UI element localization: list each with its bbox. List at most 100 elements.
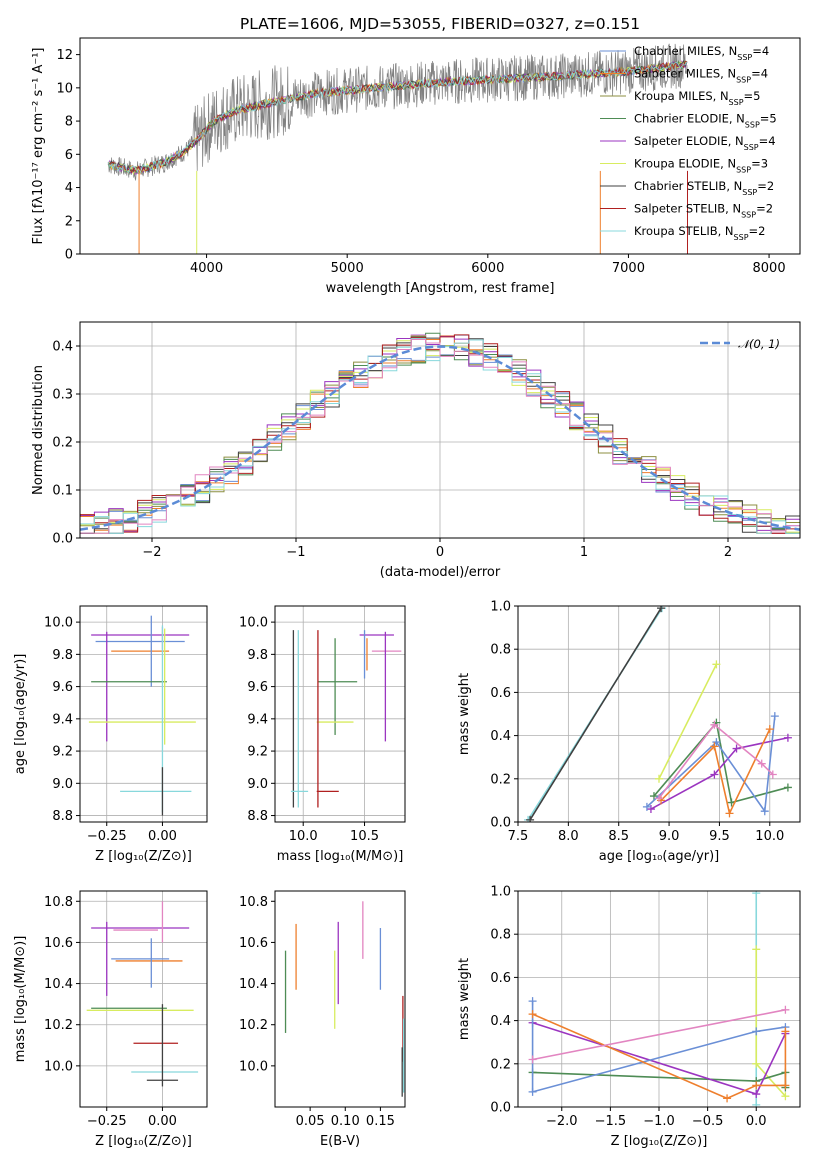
panel-ebv-mass: 0.05 0.10 0.15 10.0 10.2 10.4 10.6 10.8 E(B-V) [239,890,406,1149]
y-tick-label: 0.8 [490,643,511,658]
x-tick-label: 9.5 [709,829,730,844]
x-tick-label: 4000 [190,261,223,276]
x-tick-label: 0.0 [746,1114,767,1129]
data-point [757,759,766,768]
y-tick-label: 8.8 [247,809,268,824]
y-tick-label: 8 [65,115,73,130]
data-point [642,802,651,811]
data-point [752,945,761,954]
axes-frame [79,605,208,823]
data-point [768,770,777,779]
data-point [528,1055,537,1064]
legend-entry: Salpeter MILES, NSSP=4 [634,67,768,85]
x-tick-label: −1.0 [643,1114,675,1129]
series-line-kroupa_elodie [658,663,718,780]
y-tick-label: 1.0 [490,600,511,615]
x-tick-label: 0.15 [366,1114,395,1129]
panel-z-weight: −2.0 −1.5 −1.0 −0.5 0.0 0.0 0.2 0.4 0.6 0.8 1.0 Z [… [457,885,801,1149]
y-tick-label: 1.0 [490,885,511,900]
y-tick-label: 0.4 [490,729,511,744]
y-axis-label: age [log₁₀(age/yr)] [13,654,28,775]
data-point [781,1005,790,1014]
y-axis-label: mass [log₁₀(M/M⊙)] [13,936,28,1063]
legend-entry: Salpeter STELIB, NSSP=2 [634,202,773,220]
data-point [528,1087,537,1096]
axes-frame [79,37,801,255]
data-point [528,997,537,1006]
x-tick-label: 8.0 [558,829,579,844]
series-normal-curve [80,345,800,531]
y-tick-label: 0.1 [52,484,73,499]
y-tick-label: 10.0 [239,1059,268,1074]
y-tick-label: 0.4 [52,340,73,355]
data-point [783,733,792,742]
x-tick-label: 0.10 [331,1114,360,1129]
y-tick-label: 10.0 [44,616,73,631]
x-tick-label: 10.0 [755,829,784,844]
plot-area-residuals [80,332,800,534]
series-data-spectrum [107,43,688,182]
data-point [657,606,666,613]
axes-frame [274,605,406,823]
y-tick-label: 10.6 [44,936,73,951]
data-point [649,792,658,801]
legend-entry: Chabrier MILES, NSSP=4 [634,44,769,62]
x-tick-label: 0.05 [296,1114,325,1129]
panel-mass-age: 10.0 10.5 8.8 9.0 9.2 9.4 9.6 9.8 10.0 mass [log₁… [239,605,406,864]
legend-entry: Kroupa MILES, NSSP=5 [634,89,760,107]
data-point [712,738,721,747]
data-point [646,805,655,814]
legend-entry: Kroupa ELODIE, NSSP=3 [634,157,768,175]
x-tick-label: 7000 [612,261,645,276]
plot-area-age-weight [524,606,792,822]
axes-frame [274,890,406,1108]
panel-z-mass: −0.25 0.00 10.0 10.2 10.4 10.6 10.8 Z [log₁₀(Z/… [13,890,208,1149]
legend-entry: Salpeter ELODIE, NSSP=4 [634,134,776,152]
y-tick-label: 8.8 [52,809,73,824]
data-point [770,712,779,721]
legend-entry: 𝒩(0, 1) [738,337,780,351]
axes-frame [79,890,208,1108]
data-point [752,1090,761,1099]
y-tick-label: 0.2 [52,436,73,451]
data-point [723,1094,732,1103]
legend-entry: Kroupa STELIB, NSSP=2 [634,224,765,242]
x-tick-label: −1 [286,545,305,560]
y-tick-label: 10.2 [239,1018,268,1033]
y-tick-label: 10 [56,81,73,96]
panel-age-weight: 7.5 8.0 8.5 9.0 9.5 10.0 0.0 0.2 0.4 0.6 0.8 1.0 age… [457,600,801,864]
y-tick-label: 0.2 [490,1057,511,1072]
series-line-chabrier_stelib [529,607,662,821]
x-tick-label: 0.00 [148,829,177,844]
data-point [752,1100,761,1107]
panel-z-age: −0.25 0.00 8.8 9.0 9.2 9.4 9.6 9.8 10.0 Z [log₁₀(… [13,605,208,864]
x-tick-label: −2.0 [546,1114,578,1129]
x-tick-label: 5000 [331,261,364,276]
x-tick-label: 10.0 [289,829,318,844]
data-point [710,720,719,729]
y-axis-label: Normed distribution [31,365,46,495]
plot-area-z-weight [528,891,790,1107]
data-point [732,744,741,753]
x-tick-label: −1.5 [595,1114,627,1129]
y-tick-label: 9.2 [247,745,268,760]
series-line-pink [658,723,774,799]
x-tick-label: 8.5 [608,829,629,844]
x-axis-label: age [log₁₀(age/yr)] [599,849,720,864]
x-tick-label: 10.5 [350,829,379,844]
series-model-kroupa_stelib [107,61,688,175]
data-point [752,891,761,898]
x-axis-label: Z [log₁₀(Z/Z⊙)] [611,1134,708,1149]
y-tick-label: 12 [56,48,73,63]
x-axis-label: Z [log₁₀(Z/Z⊙)] [95,849,192,864]
x-tick-label: 2 [724,545,732,560]
y-tick-label: 0.0 [490,1101,511,1116]
y-tick-label: 0.3 [52,388,73,403]
y-tick-label: 9.4 [52,712,73,727]
x-axis-label: Z [log₁₀(Z/Z⊙)] [95,1134,192,1149]
y-tick-label: 9.2 [52,745,73,760]
y-tick-label: 9.6 [247,680,268,695]
x-axis-label: mass [log₁₀(M/M⊙)] [277,849,404,864]
x-axis-label: wavelength [Angstrom, rest frame] [326,281,555,296]
